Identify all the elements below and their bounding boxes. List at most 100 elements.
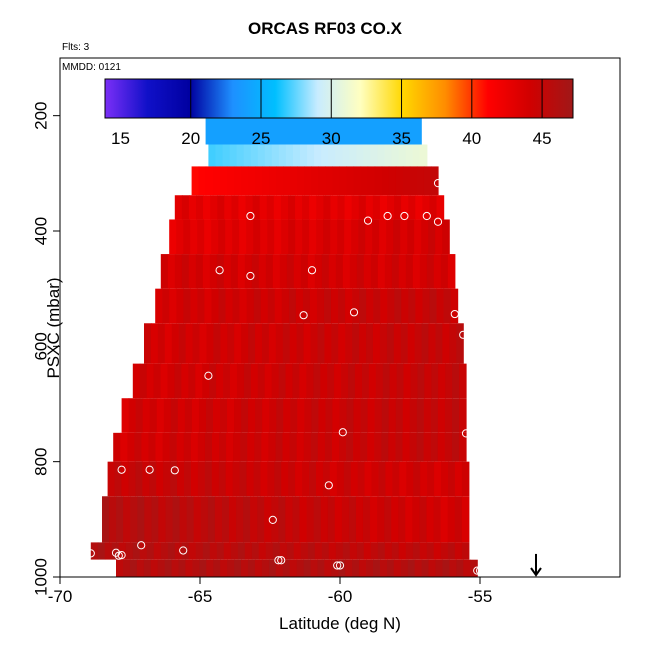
heatmap-cell	[279, 254, 288, 289]
heatmap-cell	[360, 398, 369, 433]
heatmap-cell	[158, 496, 167, 543]
heatmap-cell	[247, 432, 255, 462]
heatmap-cell	[132, 542, 141, 560]
sample-point	[349, 308, 359, 317]
heatmap-cell	[257, 144, 266, 167]
heatmap-cell	[419, 254, 428, 289]
heatmap-cell	[181, 542, 190, 560]
heatmap-cell	[381, 166, 390, 196]
heatmap-cell	[314, 542, 323, 560]
heatmap-cell	[407, 323, 416, 364]
heatmap-cell	[323, 219, 331, 255]
heatmap-cell	[419, 144, 428, 167]
sample-point	[170, 466, 179, 475]
heatmap-cell	[447, 461, 456, 497]
heatmap-cell	[438, 363, 446, 399]
heatmap-cell	[146, 542, 155, 560]
heatmap-cell	[258, 542, 267, 560]
heatmap-cell	[178, 559, 187, 577]
heatmap-cell	[164, 323, 173, 364]
heatmap-cell	[454, 461, 463, 497]
heatmap-cell	[303, 432, 312, 462]
heatmap-cell	[407, 559, 416, 577]
heatmap-cell	[174, 254, 183, 289]
heatmap-cell	[272, 254, 281, 289]
heatmap-cell	[240, 166, 249, 196]
heatmap-cell	[260, 461, 268, 497]
heatmap-cell	[338, 432, 347, 462]
heatmap-cell	[437, 432, 446, 462]
heatmap-cell	[307, 144, 315, 167]
heatmap-cell	[342, 542, 351, 560]
heatmap-cell	[351, 219, 359, 255]
heatmap-cell	[150, 559, 159, 577]
heatmap-cell	[320, 496, 329, 543]
colorbar-tick-label: 40	[462, 129, 481, 148]
heatmap-cell	[360, 432, 368, 462]
heatmap-cell	[268, 115, 276, 145]
heatmap-cell	[370, 496, 378, 543]
flights-label: Flts: 3	[62, 42, 90, 53]
heatmap-cell	[234, 323, 242, 364]
heatmap-cell	[190, 461, 199, 497]
heatmap-cell	[238, 195, 247, 220]
heatmap-cell	[445, 363, 453, 399]
heatmap-cell	[102, 496, 110, 543]
heatmap-cell	[188, 254, 197, 289]
heatmap-cell	[359, 288, 367, 324]
heatmap-cell	[293, 254, 302, 289]
heatmap-cell	[400, 559, 409, 577]
heatmap-cell	[174, 195, 183, 220]
heatmap-cell	[395, 166, 404, 196]
heatmap-cell	[461, 496, 470, 543]
heatmap-cell	[202, 363, 210, 399]
heatmap-cell	[304, 166, 312, 196]
heatmap-cell	[327, 363, 335, 399]
heatmap-cell	[139, 542, 148, 560]
heatmap-cell	[338, 323, 346, 364]
heatmap-cell	[320, 363, 328, 399]
heatmap-cell	[307, 254, 316, 289]
sample-point	[307, 266, 317, 275]
heatmap-cell	[254, 559, 263, 577]
heatmap-cell	[90, 542, 99, 560]
heatmap-cell	[361, 363, 370, 399]
heatmap-cell	[172, 496, 181, 543]
heatmap-cell	[282, 432, 291, 462]
colorbar-tick-label: 25	[252, 129, 271, 148]
heatmap-cell	[330, 219, 338, 255]
heatmap-cell	[412, 496, 421, 543]
heatmap-cell	[281, 288, 290, 324]
heatmap-cell	[428, 559, 437, 577]
heatmap-cell	[405, 254, 414, 289]
heatmap-cell	[316, 115, 325, 145]
heatmap-cell	[377, 144, 386, 167]
heatmap-cell	[295, 195, 303, 220]
heatmap-cell	[225, 461, 234, 497]
heatmap-cell	[167, 254, 176, 289]
heatmap-cell	[454, 496, 463, 543]
heatmap-cell	[262, 166, 270, 196]
heatmap-cell	[247, 166, 256, 196]
sample-point	[422, 211, 431, 221]
heatmap-cell	[113, 432, 121, 462]
heatmap-cell	[177, 398, 186, 433]
heatmap-cell	[377, 254, 386, 289]
heatmap-cell	[414, 115, 422, 145]
heatmap-cell	[226, 115, 235, 145]
heatmap-cell	[373, 559, 381, 577]
sample-point	[333, 561, 342, 570]
heatmap-cell	[183, 219, 191, 255]
heatmap-cells	[82, 102, 478, 577]
heatmap-cell	[342, 254, 351, 289]
heatmap-cell	[350, 461, 359, 497]
heatmap-cell	[311, 398, 319, 433]
heatmap-cell	[414, 559, 423, 577]
heatmap-cell	[429, 288, 438, 324]
heatmap-cell	[456, 323, 464, 364]
heatmap-cell	[355, 496, 364, 543]
heatmap-cell	[406, 461, 414, 497]
heatmap-cell	[400, 219, 408, 255]
heatmap-cell	[423, 166, 432, 196]
heatmap-cell	[309, 288, 318, 324]
